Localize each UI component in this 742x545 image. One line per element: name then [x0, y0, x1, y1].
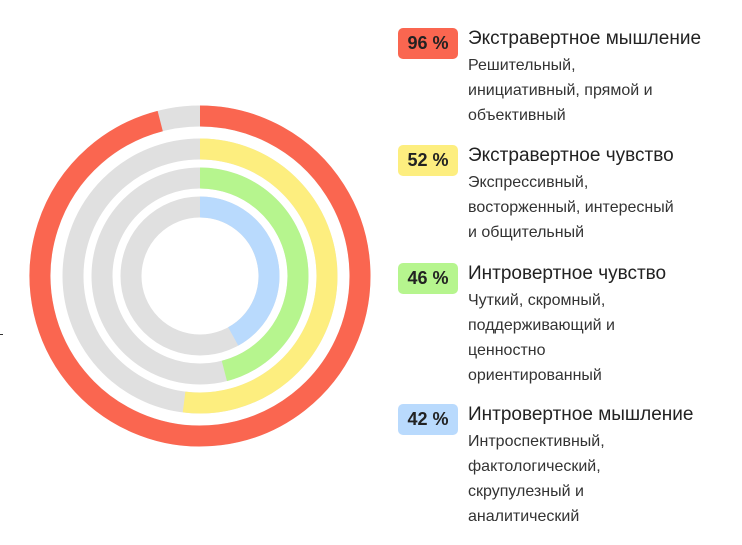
- description-line: инициативный, прямой и: [468, 82, 653, 99]
- description-line: Чуткий, скромный,: [468, 292, 606, 309]
- ring-bar-1: [29, 105, 371, 447]
- ring-bar-3: [199, 167, 309, 382]
- description-line: и общительный: [468, 224, 585, 241]
- legend-title: Интровертное мышление: [468, 404, 694, 425]
- legend-item-introverted-thinking: 42 % Интровертное мышление Интроспективн…: [398, 404, 693, 529]
- description-line: ориентированный: [468, 367, 602, 384]
- legend-description: Решительный, инициативный, прямой и объе…: [468, 53, 701, 128]
- legend-description: Интроспективный, фактологический, скрупу…: [468, 429, 693, 529]
- description-line: аналитический: [468, 508, 580, 525]
- legend-title: Экстравертное мышление: [468, 28, 702, 49]
- legend-item-introverted-feeling: 46 % Интровертное чувство Чуткий, скромн…: [398, 263, 666, 388]
- description-line: Решительный,: [468, 57, 576, 74]
- description-line: объективный: [468, 107, 566, 124]
- legend-item-extraverted-thinking: 96 % Экстравертное мышление Решительный,…: [398, 28, 701, 128]
- percent-badge: 52 %: [398, 145, 458, 176]
- percent-badge: 96 %: [398, 28, 458, 59]
- legend-description: Чуткий, скромный, поддерживающий и ценно…: [468, 288, 666, 388]
- legend-item-extraverted-feeling: 52 % Экстравертное чувство Экспрессивный…: [398, 145, 674, 245]
- description-line: Экспрессивный,: [468, 174, 589, 191]
- percent-badge: 42 %: [398, 404, 458, 435]
- description-line: ценностно: [468, 342, 546, 359]
- percent-badge: 46 %: [398, 263, 458, 294]
- legend-title: Экстравертное чувство: [468, 145, 674, 166]
- ring-bar-2: [182, 138, 338, 414]
- description-line: поддерживающий и: [468, 317, 615, 334]
- description-line: скрупулезный и: [468, 483, 584, 500]
- description-line: Интроспективный,: [468, 433, 605, 450]
- description-line: фактологический,: [468, 458, 601, 475]
- ring-bar-4: [199, 196, 280, 346]
- description-line: восторженный, интересный: [468, 199, 674, 216]
- legend-title: Интровертное чувство: [468, 263, 667, 284]
- legend-description: Экспрессивный, восторженный, интересный …: [468, 170, 674, 245]
- radial-bar-chart: [29, 105, 371, 447]
- axis-tick-mark: [0, 334, 3, 335]
